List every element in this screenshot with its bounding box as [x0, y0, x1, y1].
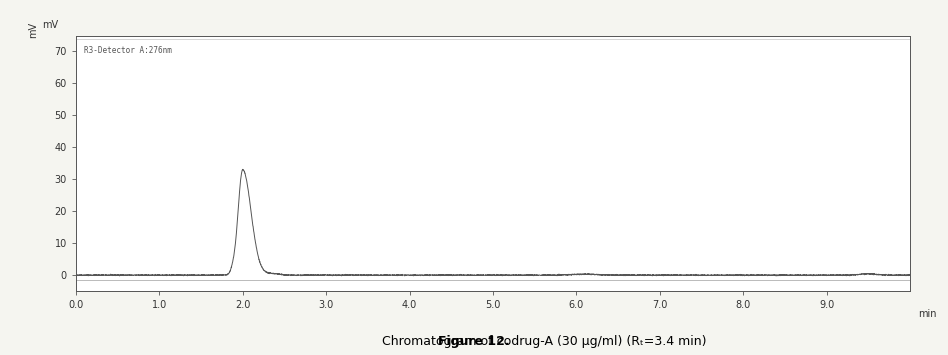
Text: mV: mV	[43, 20, 59, 31]
Text: R3-Detector A:276nm: R3-Detector A:276nm	[84, 46, 172, 55]
Text: min: min	[919, 309, 937, 319]
Text: Chromatogram of codrug-A (30 μg/ml) (Rₜ=3.4 min): Chromatogram of codrug-A (30 μg/ml) (Rₜ=…	[378, 335, 706, 348]
Text: Figure 12.: Figure 12.	[438, 335, 510, 348]
Y-axis label: mV: mV	[28, 22, 38, 38]
